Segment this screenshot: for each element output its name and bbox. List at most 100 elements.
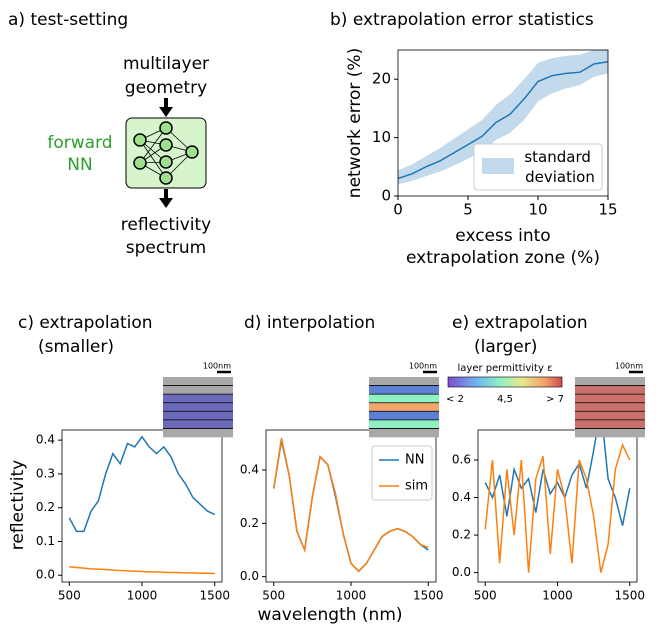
x-tick-label: 1500 <box>199 589 230 603</box>
layer <box>163 419 233 429</box>
line <box>272 437 429 573</box>
layer <box>575 385 645 395</box>
y-tick-label: 0.0 <box>452 565 471 579</box>
y-axis-label: network error (%) <box>345 48 365 198</box>
scale-label: 100nm <box>203 362 231 371</box>
plot-area <box>272 437 429 573</box>
x-axis-label: extrapolation zone (%) <box>406 248 600 268</box>
legend-box <box>473 143 603 191</box>
layer-inset <box>369 377 439 438</box>
layer <box>369 377 439 386</box>
diagram-label: spectrum <box>126 238 206 258</box>
x-tick-label: 5 <box>463 201 473 219</box>
layer <box>575 428 645 438</box>
line <box>68 435 216 533</box>
layer <box>575 419 645 429</box>
x-tick-label: 1500 <box>413 589 444 603</box>
layer <box>163 402 233 412</box>
axes-frame <box>477 429 638 583</box>
nn-box <box>125 117 207 189</box>
layer <box>163 377 233 386</box>
panel-title: e) extrapolation <box>452 313 588 333</box>
legend-label: NN <box>405 453 424 468</box>
colorbar-label: layer permittivity ε <box>458 363 553 374</box>
layer <box>575 411 645 421</box>
line <box>69 566 215 575</box>
layer <box>163 411 233 421</box>
x-tick-label: 0 <box>393 201 403 219</box>
layer-inset <box>163 377 233 438</box>
y-tick-label: 0 <box>381 187 391 205</box>
legend-label: standard deviation <box>524 148 595 186</box>
x-tick-label: 1000 <box>336 589 367 603</box>
y-tick-label: 0.4 <box>452 490 471 504</box>
layer <box>575 402 645 412</box>
legend-label: sim <box>405 479 428 494</box>
scale-label: 100nm <box>409 362 437 371</box>
layer <box>369 385 439 395</box>
plot-area <box>398 50 608 185</box>
y-tick-label: 0.4 <box>36 433 55 447</box>
nn-nodes <box>133 121 199 185</box>
colorbar-tick: 4,5 <box>497 394 513 405</box>
x-tick-label: 1500 <box>614 589 645 603</box>
diagram-label: geometry <box>125 78 207 98</box>
y-tick-label: 0.0 <box>240 569 259 583</box>
layer <box>369 428 439 438</box>
panel-title: (larger) <box>474 337 537 357</box>
x-axis-label: excess into <box>455 226 550 246</box>
layer <box>369 394 439 404</box>
y-tick-label: 0.4 <box>240 463 259 477</box>
y-tick-label: 0.2 <box>452 528 471 542</box>
panel-title: (smaller) <box>38 337 114 357</box>
layer <box>163 385 233 395</box>
y-tick-label: 0.6 <box>452 453 471 467</box>
y-tick-label: 10 <box>372 128 391 146</box>
diagram-label: NN <box>67 155 92 175</box>
x-tick-label: 15 <box>598 201 617 219</box>
panel-title: c) extrapolation <box>18 313 153 333</box>
line <box>398 60 608 180</box>
y-tick-label: 0.2 <box>36 500 55 514</box>
diagram-label: multilayer <box>123 54 209 74</box>
layer <box>369 411 439 421</box>
layer <box>163 428 233 438</box>
y-tick-label: 0.0 <box>36 568 55 582</box>
x-tick-label: 10 <box>528 201 547 219</box>
colorbar-tick: > 7 <box>546 394 564 405</box>
layer <box>575 394 645 404</box>
arrow <box>159 98 173 117</box>
layer <box>575 377 645 386</box>
colorbar <box>447 376 563 388</box>
plot-area <box>484 430 631 573</box>
x-tick-label: 500 <box>262 589 285 603</box>
layer <box>163 394 233 404</box>
y-tick-label: 0.3 <box>36 466 55 480</box>
x-axis-label: wavelength (nm) <box>257 605 402 625</box>
colorbar-tick: < 2 <box>446 394 464 405</box>
diagram-label: forward <box>47 133 112 153</box>
plot-area <box>68 435 216 575</box>
arrow <box>159 189 173 208</box>
line <box>484 430 631 526</box>
legend-swatch <box>482 158 514 174</box>
x-tick-label: 1000 <box>542 589 573 603</box>
y-tick-label: 20 <box>372 70 391 88</box>
line <box>484 442 631 573</box>
band <box>398 50 608 185</box>
axes-frame <box>61 429 223 583</box>
layer <box>369 419 439 429</box>
y-axis-label: reflectivity <box>8 460 28 551</box>
panel-title: d) interpolation <box>244 313 375 333</box>
scale-label: 100nm <box>615 362 643 371</box>
x-tick-label: 500 <box>58 589 81 603</box>
diagram-label: reflectivity <box>121 215 212 235</box>
panel-title: b) extrapolation error statistics <box>330 10 594 30</box>
panel-title: a) test-setting <box>8 10 128 30</box>
axes-frame <box>397 49 609 197</box>
x-tick-label: 500 <box>474 589 497 603</box>
y-tick-label: 0.1 <box>36 534 55 548</box>
y-tick-label: 0.2 <box>240 516 259 530</box>
layer-inset <box>575 377 645 438</box>
